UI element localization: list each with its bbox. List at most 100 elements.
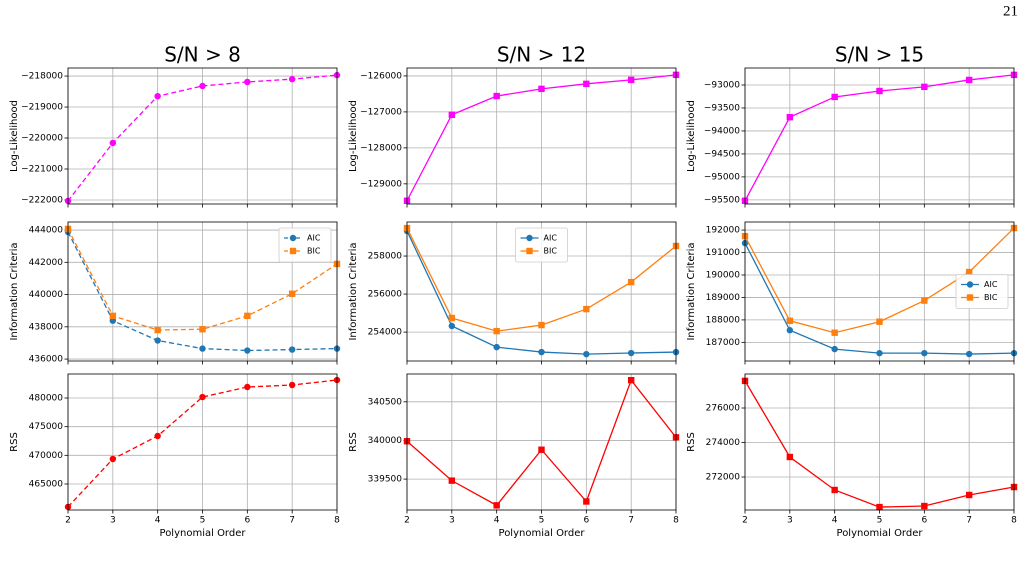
axes-frame xyxy=(744,221,1015,362)
marker xyxy=(831,93,838,101)
y-tick-label: −94500 xyxy=(704,149,740,159)
legend-box xyxy=(515,227,568,263)
marker xyxy=(876,349,883,357)
y-tick-label: −126000 xyxy=(360,71,402,81)
marker xyxy=(876,318,883,325)
marker xyxy=(831,486,838,494)
x-axis-label: Polynomial Order xyxy=(160,528,247,539)
panel: −222000 −221000 −220000 −219000 −218000 S/N >… xyxy=(9,43,341,208)
marker xyxy=(199,326,206,333)
y-tick-label: −93000 xyxy=(704,81,740,91)
x-tick-label: 6 xyxy=(244,516,250,526)
marker xyxy=(288,290,296,297)
x-tick-label: 7 xyxy=(966,516,972,526)
x-axis-label: Polynomial Order xyxy=(837,528,924,539)
y-tick-label: −129000 xyxy=(360,179,402,189)
x-tick-label: 2 xyxy=(65,516,71,526)
y-tick-label: −221000 xyxy=(21,164,63,174)
x-tick-label: 7 xyxy=(289,516,295,526)
y-tick-label: 192000 xyxy=(706,226,741,236)
y-axis-label: Information Criteria xyxy=(348,242,359,340)
x-tick-label: 3 xyxy=(449,516,455,526)
y-tick-label: 272000 xyxy=(706,473,741,483)
marker xyxy=(244,383,251,391)
y-tick-label: 188000 xyxy=(706,315,741,325)
y-axis-label: RSS xyxy=(9,432,20,452)
axes-frame xyxy=(67,221,338,362)
page-number: 21 xyxy=(1003,3,1018,19)
y-axis-label: Information Criteria xyxy=(686,242,697,340)
marker xyxy=(448,111,456,118)
y-tick-label: −218000 xyxy=(21,72,63,82)
x-tick-label: 2 xyxy=(404,516,410,526)
marker xyxy=(831,345,838,353)
panel: −129000 −128000 −127000 −126000 S/N > 12 Log-… xyxy=(348,43,680,208)
marker xyxy=(921,502,928,510)
panel-title: S/N > 8 xyxy=(164,43,241,67)
marker xyxy=(786,113,794,121)
marker xyxy=(526,247,533,255)
marker xyxy=(493,343,500,351)
marker xyxy=(244,312,251,320)
y-tick-label: −222000 xyxy=(21,195,63,205)
y-tick-label: 339500 xyxy=(368,475,403,485)
y-tick-label: 470000 xyxy=(29,451,64,461)
legend-label: AIC xyxy=(984,280,998,289)
panel-title: S/N > 15 xyxy=(835,43,924,67)
y-tick-label: 440000 xyxy=(29,290,64,300)
axes-frame xyxy=(406,67,677,205)
marker xyxy=(538,85,545,93)
y-tick-label: 274000 xyxy=(706,438,741,448)
x-tick-label: 6 xyxy=(583,516,589,526)
y-axis-label: RSS xyxy=(348,432,359,452)
marker xyxy=(154,432,161,440)
marker xyxy=(109,455,117,463)
marker xyxy=(289,234,297,242)
y-axis-label: Log-Likelihood xyxy=(348,100,359,172)
axes-frame xyxy=(406,221,677,362)
marker xyxy=(448,477,456,484)
marker xyxy=(966,281,974,288)
marker xyxy=(627,278,635,286)
y-tick-label: 276000 xyxy=(706,404,741,414)
x-tick-label: 4 xyxy=(155,516,161,526)
marker xyxy=(876,503,883,511)
marker xyxy=(965,76,973,84)
marker xyxy=(583,80,590,88)
x-axis-label: Polynomial Order xyxy=(499,528,586,539)
marker xyxy=(583,305,590,313)
marker xyxy=(109,139,117,147)
marker xyxy=(109,312,117,320)
marker xyxy=(493,502,500,509)
marker xyxy=(583,498,590,505)
y-tick-label: 340500 xyxy=(368,397,403,407)
panel: 187000 188000 189000 190000 191000 192000 Info… xyxy=(686,221,1018,365)
y-tick-label: 254000 xyxy=(368,328,403,338)
x-tick-label: 5 xyxy=(877,516,883,526)
marker xyxy=(199,82,206,90)
y-tick-label: −219000 xyxy=(21,103,63,113)
panel: 2 3 4 5 6 7 8 465000 470000 475000 480000 RSS Polyno… xyxy=(9,373,341,539)
y-tick-label: 190000 xyxy=(706,270,741,280)
marker xyxy=(109,317,117,324)
marker xyxy=(627,76,635,84)
y-tick-label: 258000 xyxy=(368,252,403,262)
y-tick-label: 189000 xyxy=(706,293,741,303)
panel-title: S/N > 12 xyxy=(497,43,586,67)
y-axis-label: Information Criteria xyxy=(9,242,20,340)
y-tick-label: 436000 xyxy=(29,355,64,365)
axes-frame xyxy=(744,373,1015,511)
marker xyxy=(876,87,883,95)
panel: 2 3 4 5 6 7 8 272000 274000 276000 RSS Polynomial O… xyxy=(686,373,1018,539)
marker xyxy=(627,376,635,384)
marker xyxy=(538,446,545,453)
marker xyxy=(831,329,838,336)
y-tick-label: 442000 xyxy=(29,258,64,268)
y-tick-label: 475000 xyxy=(29,422,64,432)
panel: 254000 256000 258000 Information Criteria AI… xyxy=(348,221,680,365)
y-tick-label: 187000 xyxy=(706,338,741,348)
x-tick-label: 3 xyxy=(110,516,116,526)
panel: 436000 438000 440000 442000 444000 Informatio… xyxy=(9,221,341,365)
marker xyxy=(966,294,974,301)
x-tick-label: 8 xyxy=(1011,516,1017,526)
